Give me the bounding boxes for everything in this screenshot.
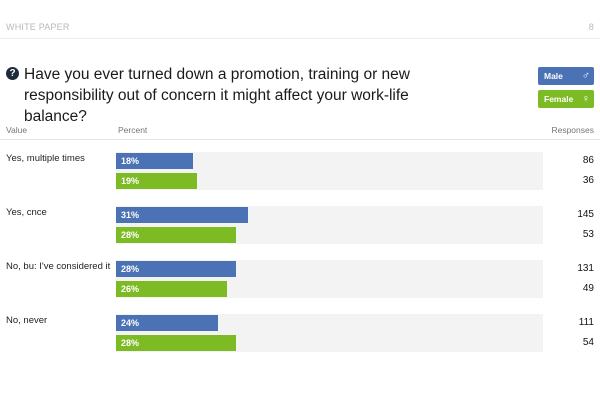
bar-female: 28% [116,335,236,351]
response-count-male: 111 [578,317,594,328]
category-label: No, never [6,315,48,326]
bar-female: 26% [116,281,228,297]
chart-row: No, bu: I've considered it 28% 131 26% 49 [0,260,600,304]
category-label: Yes, multiple times [6,153,85,164]
chart-row: Yes, cnce 31% 145 28% 53 [0,206,600,250]
column-header-responses: Responses [551,125,594,135]
bar-male: 24% [116,315,219,331]
document-title: WHITE PAPER [6,22,70,32]
response-count-female: 36 [582,175,594,186]
response-count-male: 86 [582,155,594,166]
response-count-female: 53 [582,229,594,240]
question-circle-icon: ? [6,67,19,80]
legend-label: Female [544,94,574,104]
header-rule [0,139,600,140]
chart-row: No, never 24% 111 28% 54 [0,314,600,358]
response-count-male: 131 [577,263,594,274]
bar-female: 28% [116,227,236,243]
legend-label: Male [544,71,563,81]
legend-item-female: Female ♀ [538,90,594,108]
male-symbol-icon: ♂ [581,70,590,82]
response-count-female: 49 [582,283,594,294]
bar-male: 31% [116,207,249,223]
bar-female: 19% [116,173,198,189]
response-count-female: 54 [582,337,594,348]
response-count-male: 145 [577,209,594,220]
category-label: No, bu: I've considered it [6,261,111,272]
column-header-value: Value [6,125,28,135]
header-divider [0,38,600,39]
category-label: Yes, cnce [6,207,47,218]
bar-male: 18% [116,153,193,169]
page-number: 8 [588,22,594,32]
question-text: Have you ever turned down a promotion, t… [24,66,410,125]
page-header: WHITE PAPER 8 [0,22,600,39]
column-header-percent: Percent [118,125,148,135]
legend-item-male: Male ♂ [538,67,594,85]
survey-question: ? Have you ever turned down a promotion,… [6,64,486,127]
chart-row: Yes, multiple times 18% 86 19% 36 [0,152,600,196]
female-symbol-icon: ♀ [581,93,590,105]
bar-male: 28% [116,261,236,277]
chart-legend: Male ♂ Female ♀ [538,67,594,113]
